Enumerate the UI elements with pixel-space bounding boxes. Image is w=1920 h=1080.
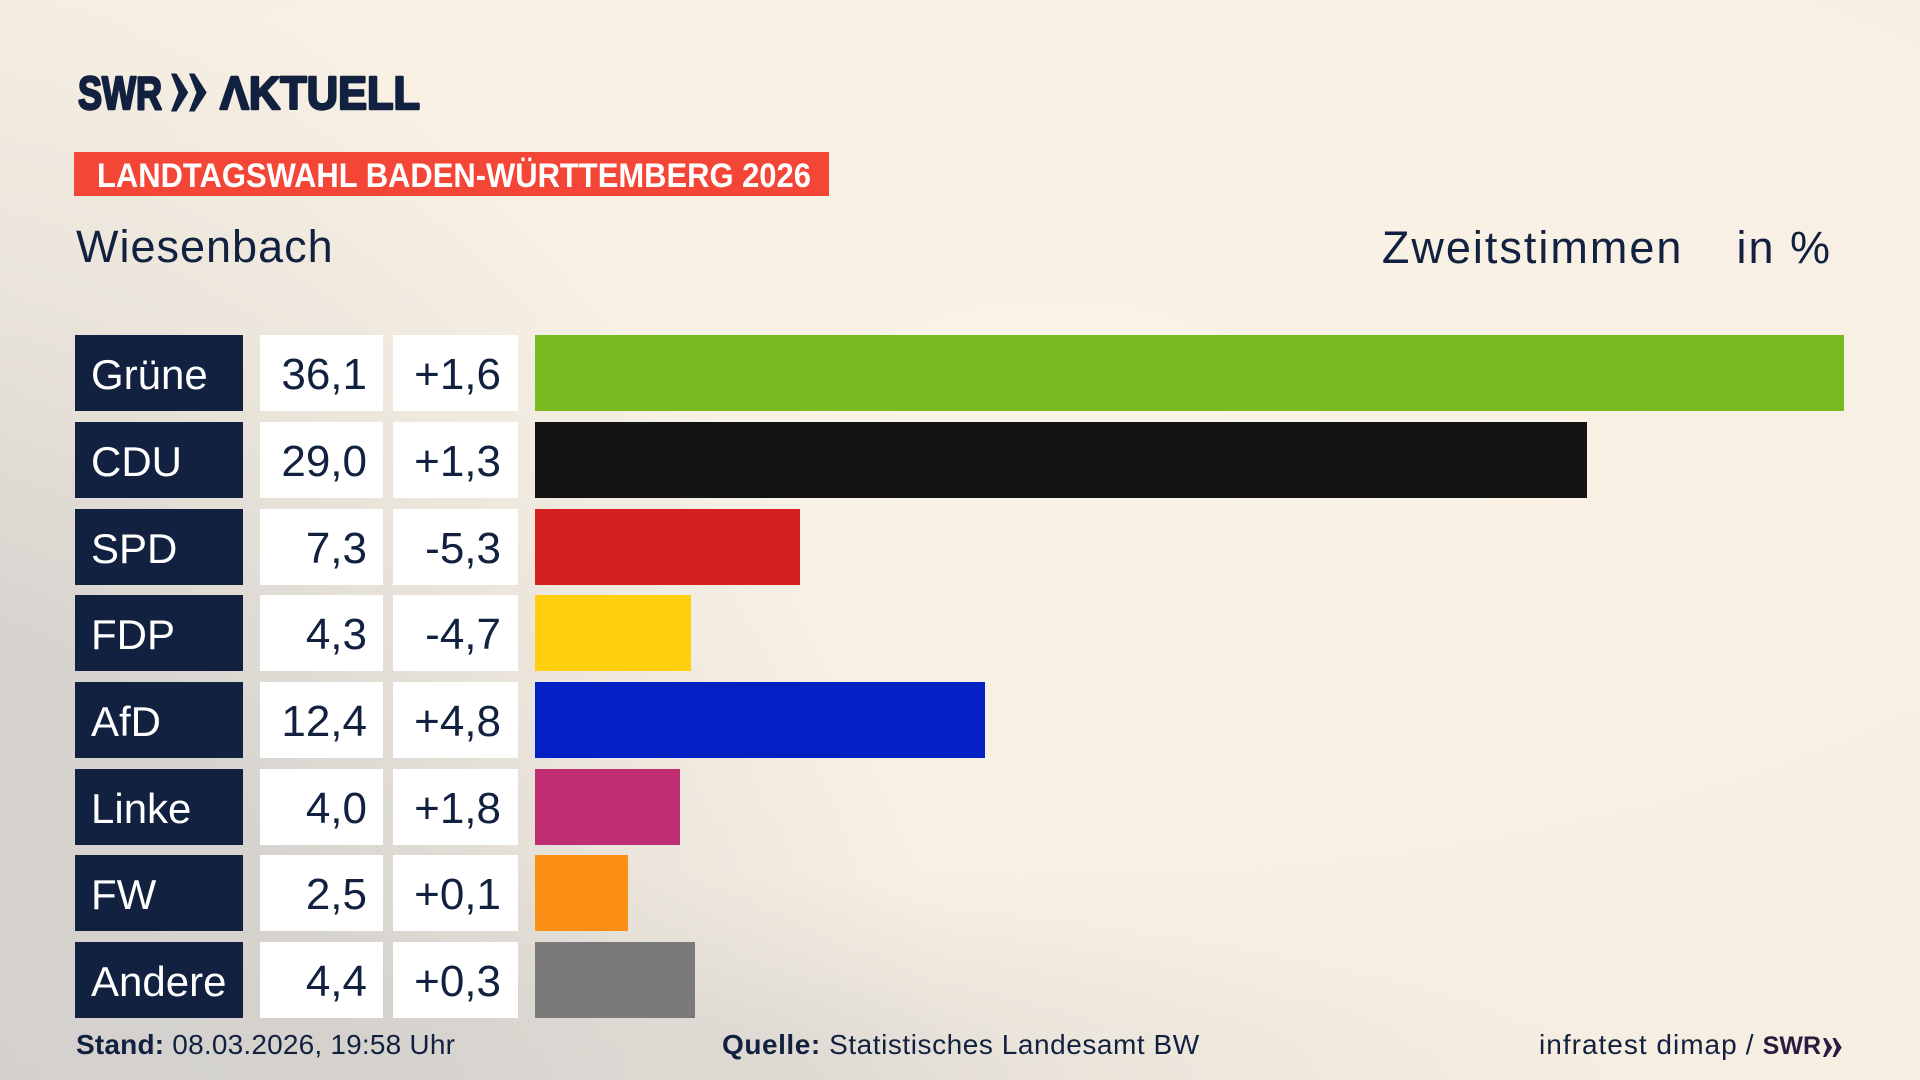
svg-text:ΛKTUELL: ΛKTUELL: [220, 73, 420, 113]
svg-text:SWR: SWR: [78, 73, 162, 113]
